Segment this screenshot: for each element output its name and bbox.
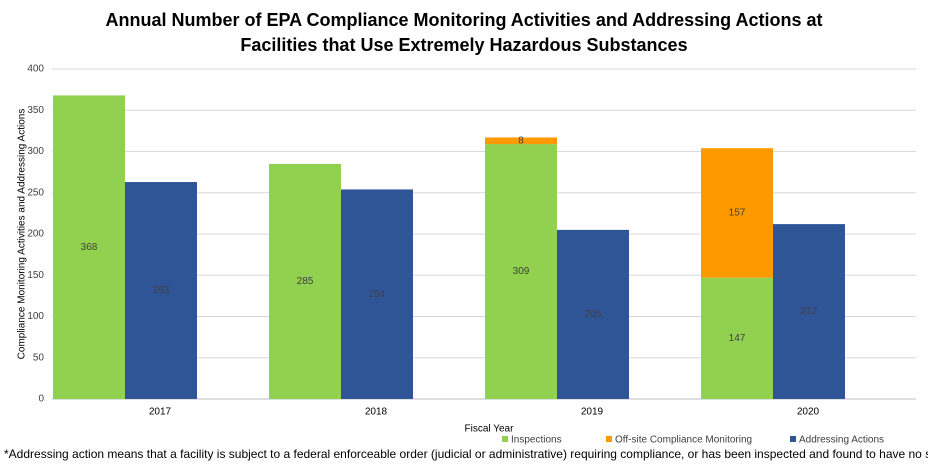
y-tick-label: 300: [27, 146, 44, 157]
bar: [341, 189, 413, 399]
y-tick-label: 250: [27, 187, 44, 198]
chart-title: Annual Number of EPA Compliance Monitori…: [105, 10, 823, 55]
legend-swatch: [606, 436, 612, 442]
x-tick-label: 2020: [797, 407, 820, 418]
data-label: 212: [801, 306, 818, 317]
legend-label: Off-site Compliance Monitoring: [615, 435, 752, 446]
bar: [557, 229, 629, 399]
y-tick-label: 200: [27, 229, 44, 240]
legend-swatch: [790, 436, 796, 442]
data-label: 368: [81, 242, 98, 253]
y-tick-label: 100: [27, 311, 44, 322]
legend-swatch: [502, 436, 508, 442]
bar: [269, 163, 341, 399]
x-tick-label: 2017: [149, 407, 172, 418]
x-axis-title: Fiscal Year: [465, 424, 515, 435]
x-tick-label: 2019: [581, 407, 604, 418]
legend-label: Addressing Actions: [799, 435, 884, 446]
data-label: 147: [729, 333, 746, 344]
data-label: 157: [729, 208, 746, 219]
legend-label: Inspections: [511, 435, 562, 446]
y-tick-label: 50: [33, 352, 45, 363]
bar: [773, 224, 845, 399]
bar: [701, 277, 773, 399]
data-label: 8: [518, 135, 524, 146]
x-tick-label: 2018: [365, 407, 388, 418]
data-label: 254: [369, 289, 386, 300]
bar: [125, 182, 197, 399]
y-tick-label: 400: [27, 64, 44, 75]
bar: [701, 148, 773, 278]
y-tick-label: 0: [38, 394, 44, 405]
bar: [53, 95, 125, 400]
data-label: 309: [513, 266, 530, 277]
footnote: *Addressing action means that a facility…: [4, 447, 928, 461]
y-tick-label: 150: [27, 270, 44, 281]
bar: [485, 137, 557, 145]
bar: [485, 144, 557, 399]
data-label: 263: [153, 285, 170, 296]
y-tick-label: 350: [27, 105, 44, 116]
y-axis-title: Compliance Monitoring Activities and Add…: [17, 109, 28, 360]
data-label: 205: [585, 309, 602, 320]
data-label: 285: [297, 276, 314, 287]
